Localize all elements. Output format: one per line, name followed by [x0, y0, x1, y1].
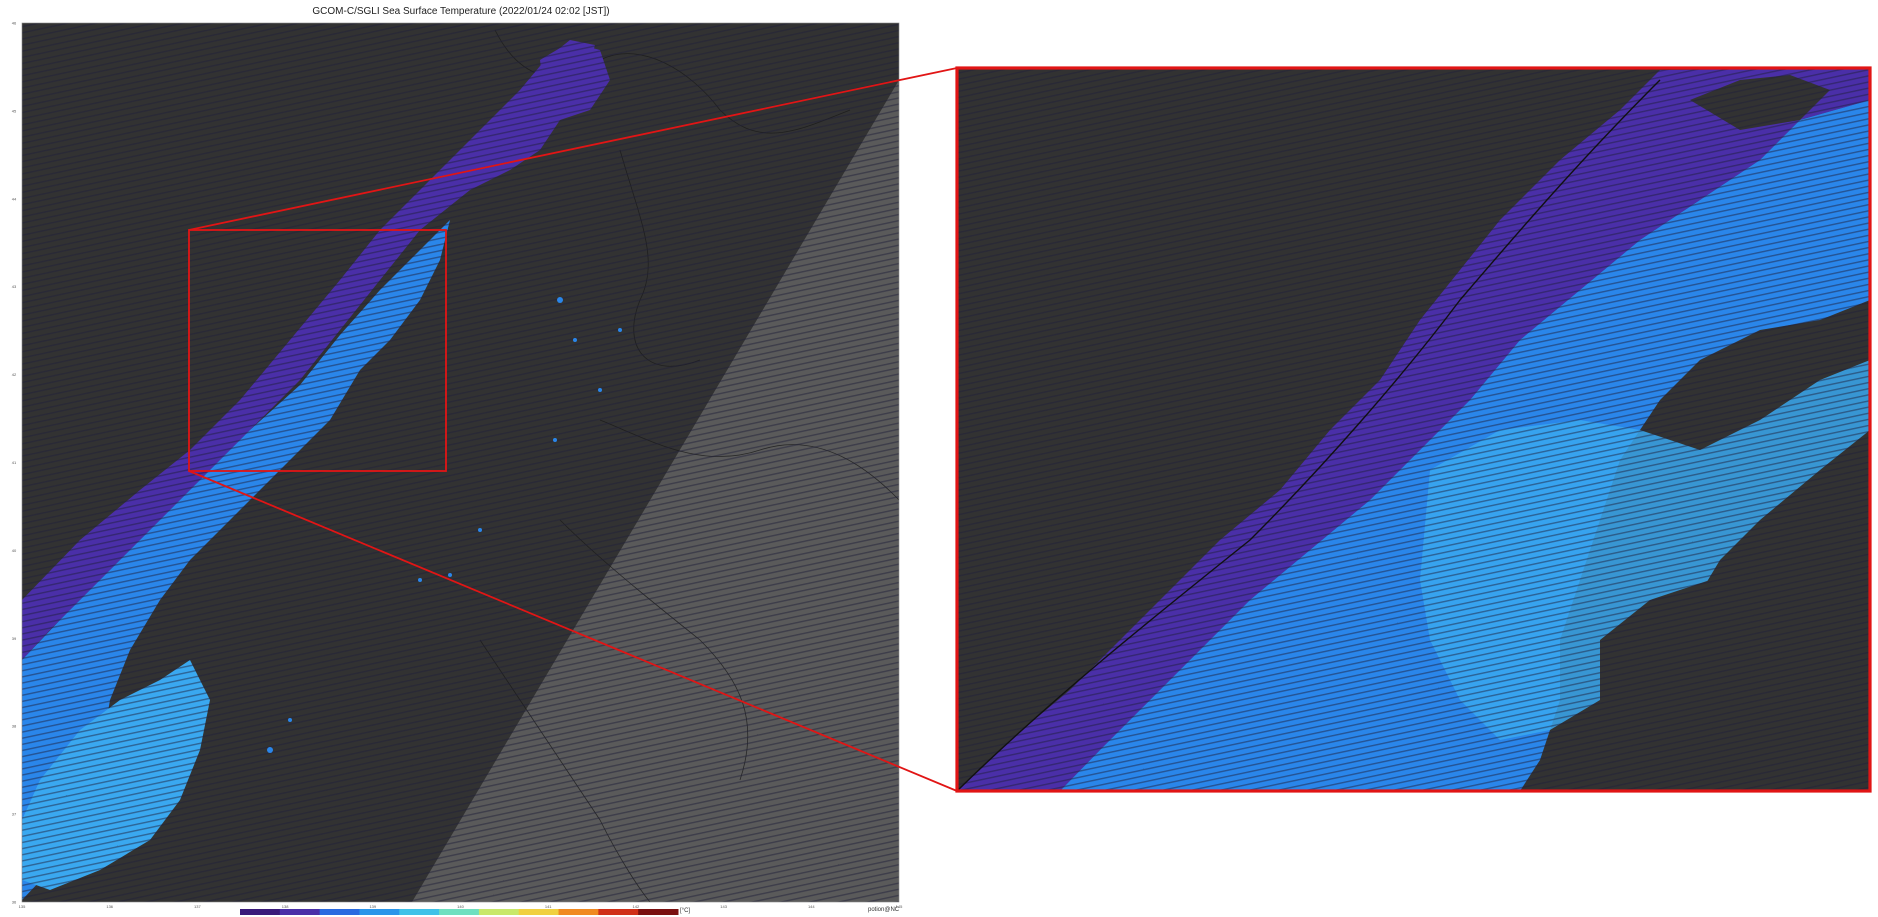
lon-axis: 135 136 137 138 139 140 141 142 143 144 145	[19, 904, 903, 909]
zoom-inset	[957, 68, 1870, 791]
colorbar-segment	[518, 909, 560, 915]
colorbar-segment	[598, 909, 639, 915]
colorbar-unit: [°C]	[680, 908, 691, 914]
lat-tick-label: 38	[12, 724, 17, 729]
sst-speckles	[267, 297, 622, 753]
zoom-coastline	[957, 79, 1661, 791]
connector-line-bottom	[188, 470, 958, 792]
lon-tick-label: 135	[19, 904, 26, 909]
lat-tick-label: 40	[12, 548, 17, 553]
colorbar-segment	[478, 909, 520, 915]
connector-line-top	[188, 67, 958, 231]
lat-tick-label: 39	[12, 636, 17, 641]
lon-tick-label: 140	[457, 904, 464, 909]
colorbar	[240, 909, 679, 915]
colorbar-segment	[439, 909, 480, 915]
lon-tick-label: 143	[720, 904, 727, 909]
main-map	[22, 23, 899, 902]
lon-tick-label: 141	[545, 904, 552, 909]
lon-tick-label: 136	[106, 904, 113, 909]
lon-tick-label: 142	[633, 904, 640, 909]
lat-tick-label: 46	[12, 21, 17, 26]
colorbar-segment	[279, 909, 321, 915]
sst-band	[22, 23, 899, 902]
colorbar-segment	[638, 909, 679, 915]
lat-tick-label: 45	[12, 108, 17, 113]
colorbar-segment	[359, 909, 400, 915]
lon-tick-label: 144	[808, 904, 815, 909]
lat-tick-label: 41	[12, 460, 17, 465]
lat-tick-label: 42	[12, 372, 17, 377]
credit-text: potion@NC	[868, 907, 900, 913]
colorbar-segment	[240, 909, 281, 915]
lat-tick-label: 37	[12, 812, 17, 817]
lon-tick-label: 145	[896, 904, 903, 909]
main-map-frame	[21, 22, 900, 903]
colorbar-segment	[399, 909, 440, 915]
lon-tick-label: 137	[194, 904, 201, 909]
colorbar-segment	[319, 909, 360, 915]
zoom-inset-frame	[955, 66, 1872, 793]
map-title: GCOM-C/SGLI Sea Surface Temperature (202…	[312, 6, 610, 17]
lon-tick-label: 138	[282, 904, 289, 909]
lat-tick-label: 44	[12, 196, 17, 201]
zoom-region-box	[188, 229, 447, 472]
lat-axis: 46 45 44 43 42 41 40 39 38 37 36	[12, 21, 17, 905]
lon-tick-label: 139	[369, 904, 376, 909]
lat-tick-label: 36	[12, 900, 17, 905]
colorbar-segment	[558, 909, 599, 915]
lat-tick-label: 43	[12, 284, 17, 289]
